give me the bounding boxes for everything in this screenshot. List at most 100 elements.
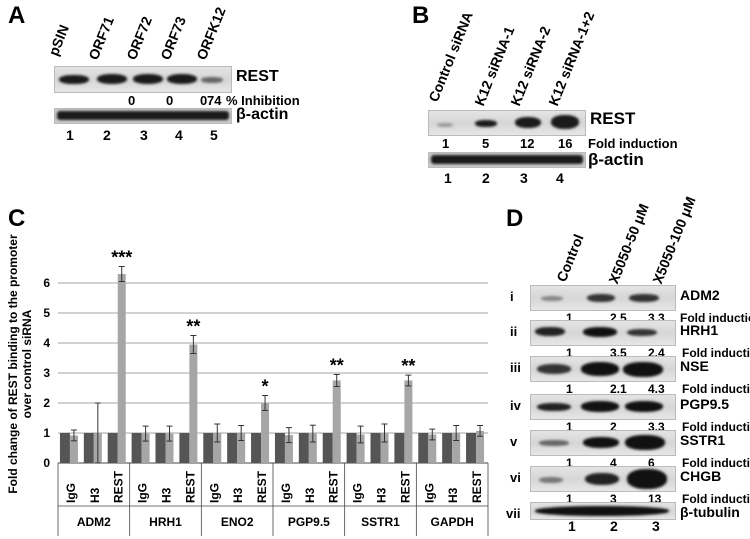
row-roman-numeral: iv [510, 398, 521, 413]
lane-number: 5 [210, 127, 218, 143]
x-tick-label: IgG [136, 483, 150, 503]
data-bar [284, 435, 293, 463]
y-tick-label: 6 [43, 276, 50, 290]
x-tick-label: H3 [231, 487, 245, 503]
data-bar [308, 433, 317, 463]
fold-label: Fold induction [680, 311, 750, 325]
significance-marker: ** [186, 317, 200, 337]
actin-blot-a [54, 108, 232, 124]
x-tick-label: IgG [207, 483, 221, 503]
data-bar [332, 380, 341, 463]
fold-label: Fold induction [682, 456, 750, 470]
y-tick-label: 4 [43, 336, 50, 350]
fold-value: 1 [442, 136, 450, 151]
reference-bar [251, 433, 262, 463]
reference-bar [370, 433, 381, 463]
fold-label: Fold induction [682, 420, 750, 434]
rest-blot-b [428, 110, 586, 136]
reference-bar [107, 433, 118, 463]
blot-strip [530, 285, 676, 311]
fold-value: 1 [566, 311, 573, 325]
reference-bar [394, 433, 405, 463]
fold-label: Fold induction [682, 346, 750, 360]
x-tick-label: REST [183, 470, 197, 503]
fold-value: 4 [610, 456, 617, 470]
lane-number: 1 [66, 127, 74, 143]
group-label: ADM2 [77, 515, 111, 529]
data-bar [213, 433, 222, 463]
data-bar [356, 434, 365, 463]
x-tick-label: H3 [160, 487, 174, 503]
blot-strip [530, 356, 676, 382]
reference-bar [155, 433, 166, 463]
blot-strip [530, 430, 676, 456]
reference-bar [418, 433, 429, 463]
row-roman-numeral: v [510, 434, 518, 449]
x-tick-label: REST [470, 470, 484, 503]
fold-label: Fold induction [588, 136, 678, 151]
x-tick-label: REST [112, 470, 126, 503]
fold-value: 2 [610, 420, 617, 434]
reference-bar [131, 433, 142, 463]
fold-value: 3 [610, 492, 617, 506]
fold-value: 1 [566, 456, 573, 470]
row-roman-numeral: vii [506, 506, 521, 521]
x-tick-label: IgG [351, 483, 365, 503]
x-tick-label: H3 [88, 487, 102, 503]
reference-bar [274, 433, 285, 463]
significance-marker: * [262, 377, 269, 397]
fold-value: 1 [566, 492, 573, 506]
protein-label: CHGB [680, 468, 722, 484]
inhibition-value: 0 [200, 93, 208, 108]
lane-label: X5050-50 μM [605, 201, 652, 286]
actin-blot-b [428, 152, 586, 168]
lane-number: 3 [140, 127, 148, 143]
x-tick-label: IgG [64, 483, 78, 503]
lane-number: 2 [610, 518, 618, 534]
loading-label: β-actin [588, 150, 644, 169]
data-bar [189, 344, 198, 463]
lane-number: 1 [568, 518, 576, 534]
x-tick-label: H3 [375, 487, 389, 503]
reference-bar [466, 433, 477, 463]
fold-value: 5 [482, 136, 490, 151]
fold-value: 2.1 [610, 382, 627, 396]
lane-label: X5050-100 μM [649, 194, 699, 286]
fold-value: 1 [566, 382, 573, 396]
x-tick-label: REST [255, 470, 269, 503]
y-tick-label: 2 [43, 396, 50, 410]
data-bar [69, 435, 78, 463]
significance-marker: ** [401, 356, 415, 376]
protein-label: HRH1 [680, 322, 719, 338]
fold-value: 16 [558, 136, 573, 151]
fold-value: 4.3 [648, 382, 665, 396]
lane-number: 2 [482, 170, 490, 186]
blot-strip [530, 502, 676, 520]
lane-number: 2 [103, 127, 111, 143]
data-bar [261, 403, 270, 463]
blot-strip [530, 320, 676, 346]
data-bar [380, 433, 389, 463]
data-bar [452, 433, 461, 463]
x-tick-label: IgG [279, 483, 293, 503]
reference-bar [442, 433, 453, 463]
protein-label: SSTR1 [680, 432, 726, 448]
protein-label: REST [590, 109, 636, 128]
fold-value: 6 [648, 456, 655, 470]
blot-strip [530, 466, 676, 492]
x-tick-label: H3 [303, 487, 317, 503]
rest-blot-a [54, 66, 232, 93]
protein-label: NSE [680, 358, 709, 374]
x-tick-label: IgG [422, 483, 436, 503]
reference-bar [298, 433, 309, 463]
y-tick-label: 5 [43, 306, 50, 320]
data-bar [141, 433, 150, 463]
inhibition-unit: % Inhibition [226, 93, 300, 108]
data-bar [428, 434, 437, 463]
lane-label: K12 siRNA-1+2 [545, 9, 598, 108]
row-roman-numeral: i [510, 289, 514, 304]
reference-bar [227, 433, 238, 463]
group-label: PGP9.5 [288, 515, 330, 529]
panel-b-label: B [412, 2, 430, 29]
